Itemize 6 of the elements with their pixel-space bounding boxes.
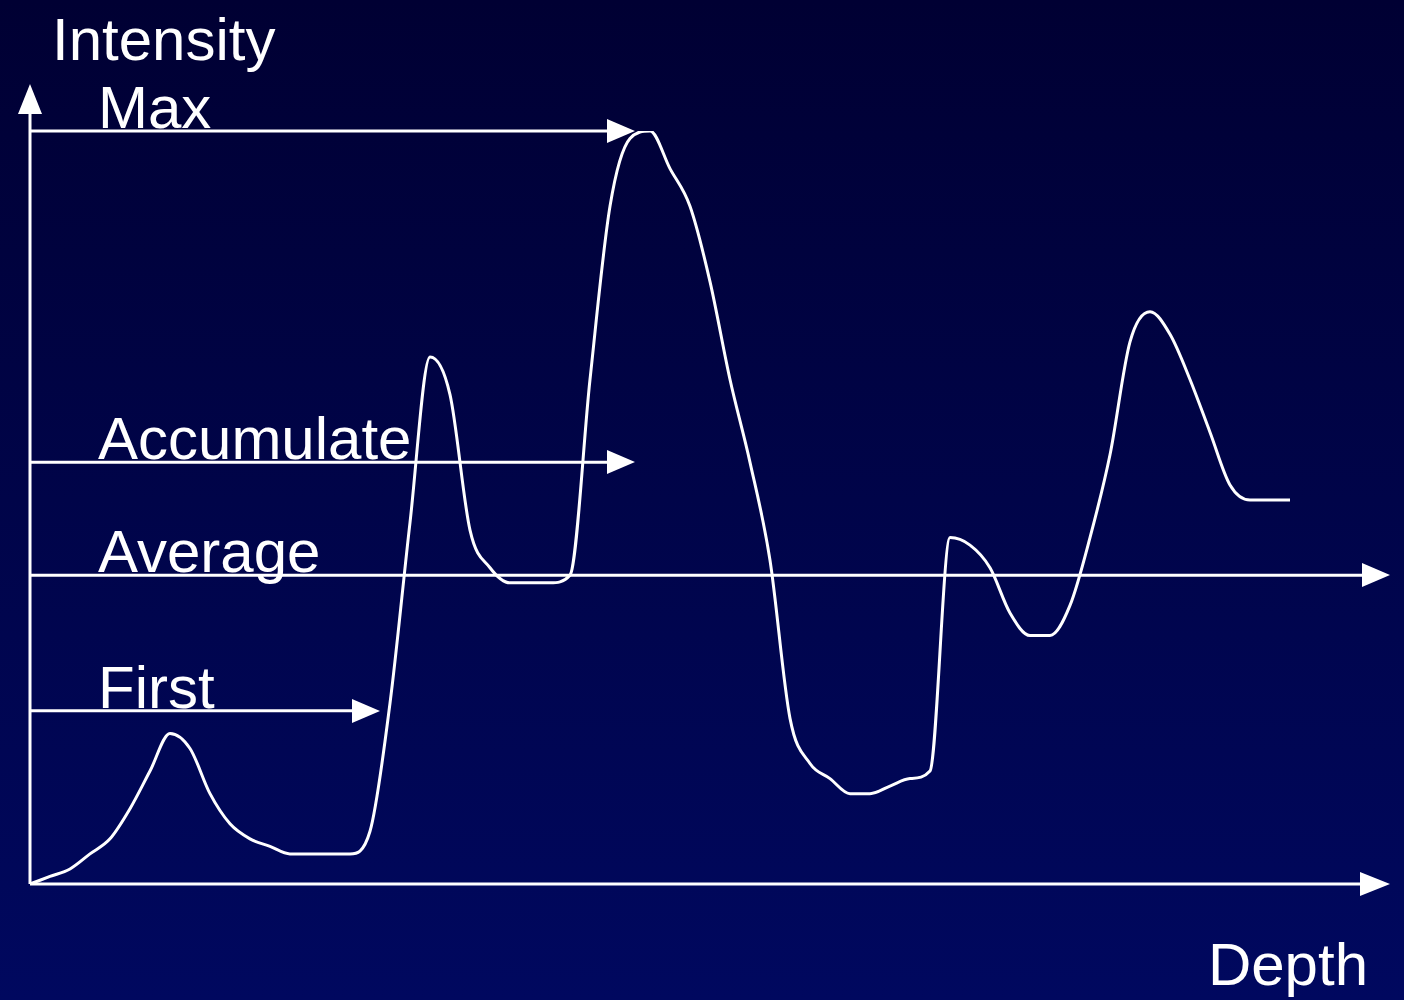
- ref-line-label: First: [98, 653, 215, 721]
- y-axis-title: Intensity: [52, 6, 276, 73]
- ref-line-label: Max: [98, 74, 212, 141]
- x-axis-title: Depth: [1207, 931, 1368, 998]
- ref-line-label: Accumulate: [98, 405, 412, 473]
- ref-line-label: Average: [98, 518, 321, 586]
